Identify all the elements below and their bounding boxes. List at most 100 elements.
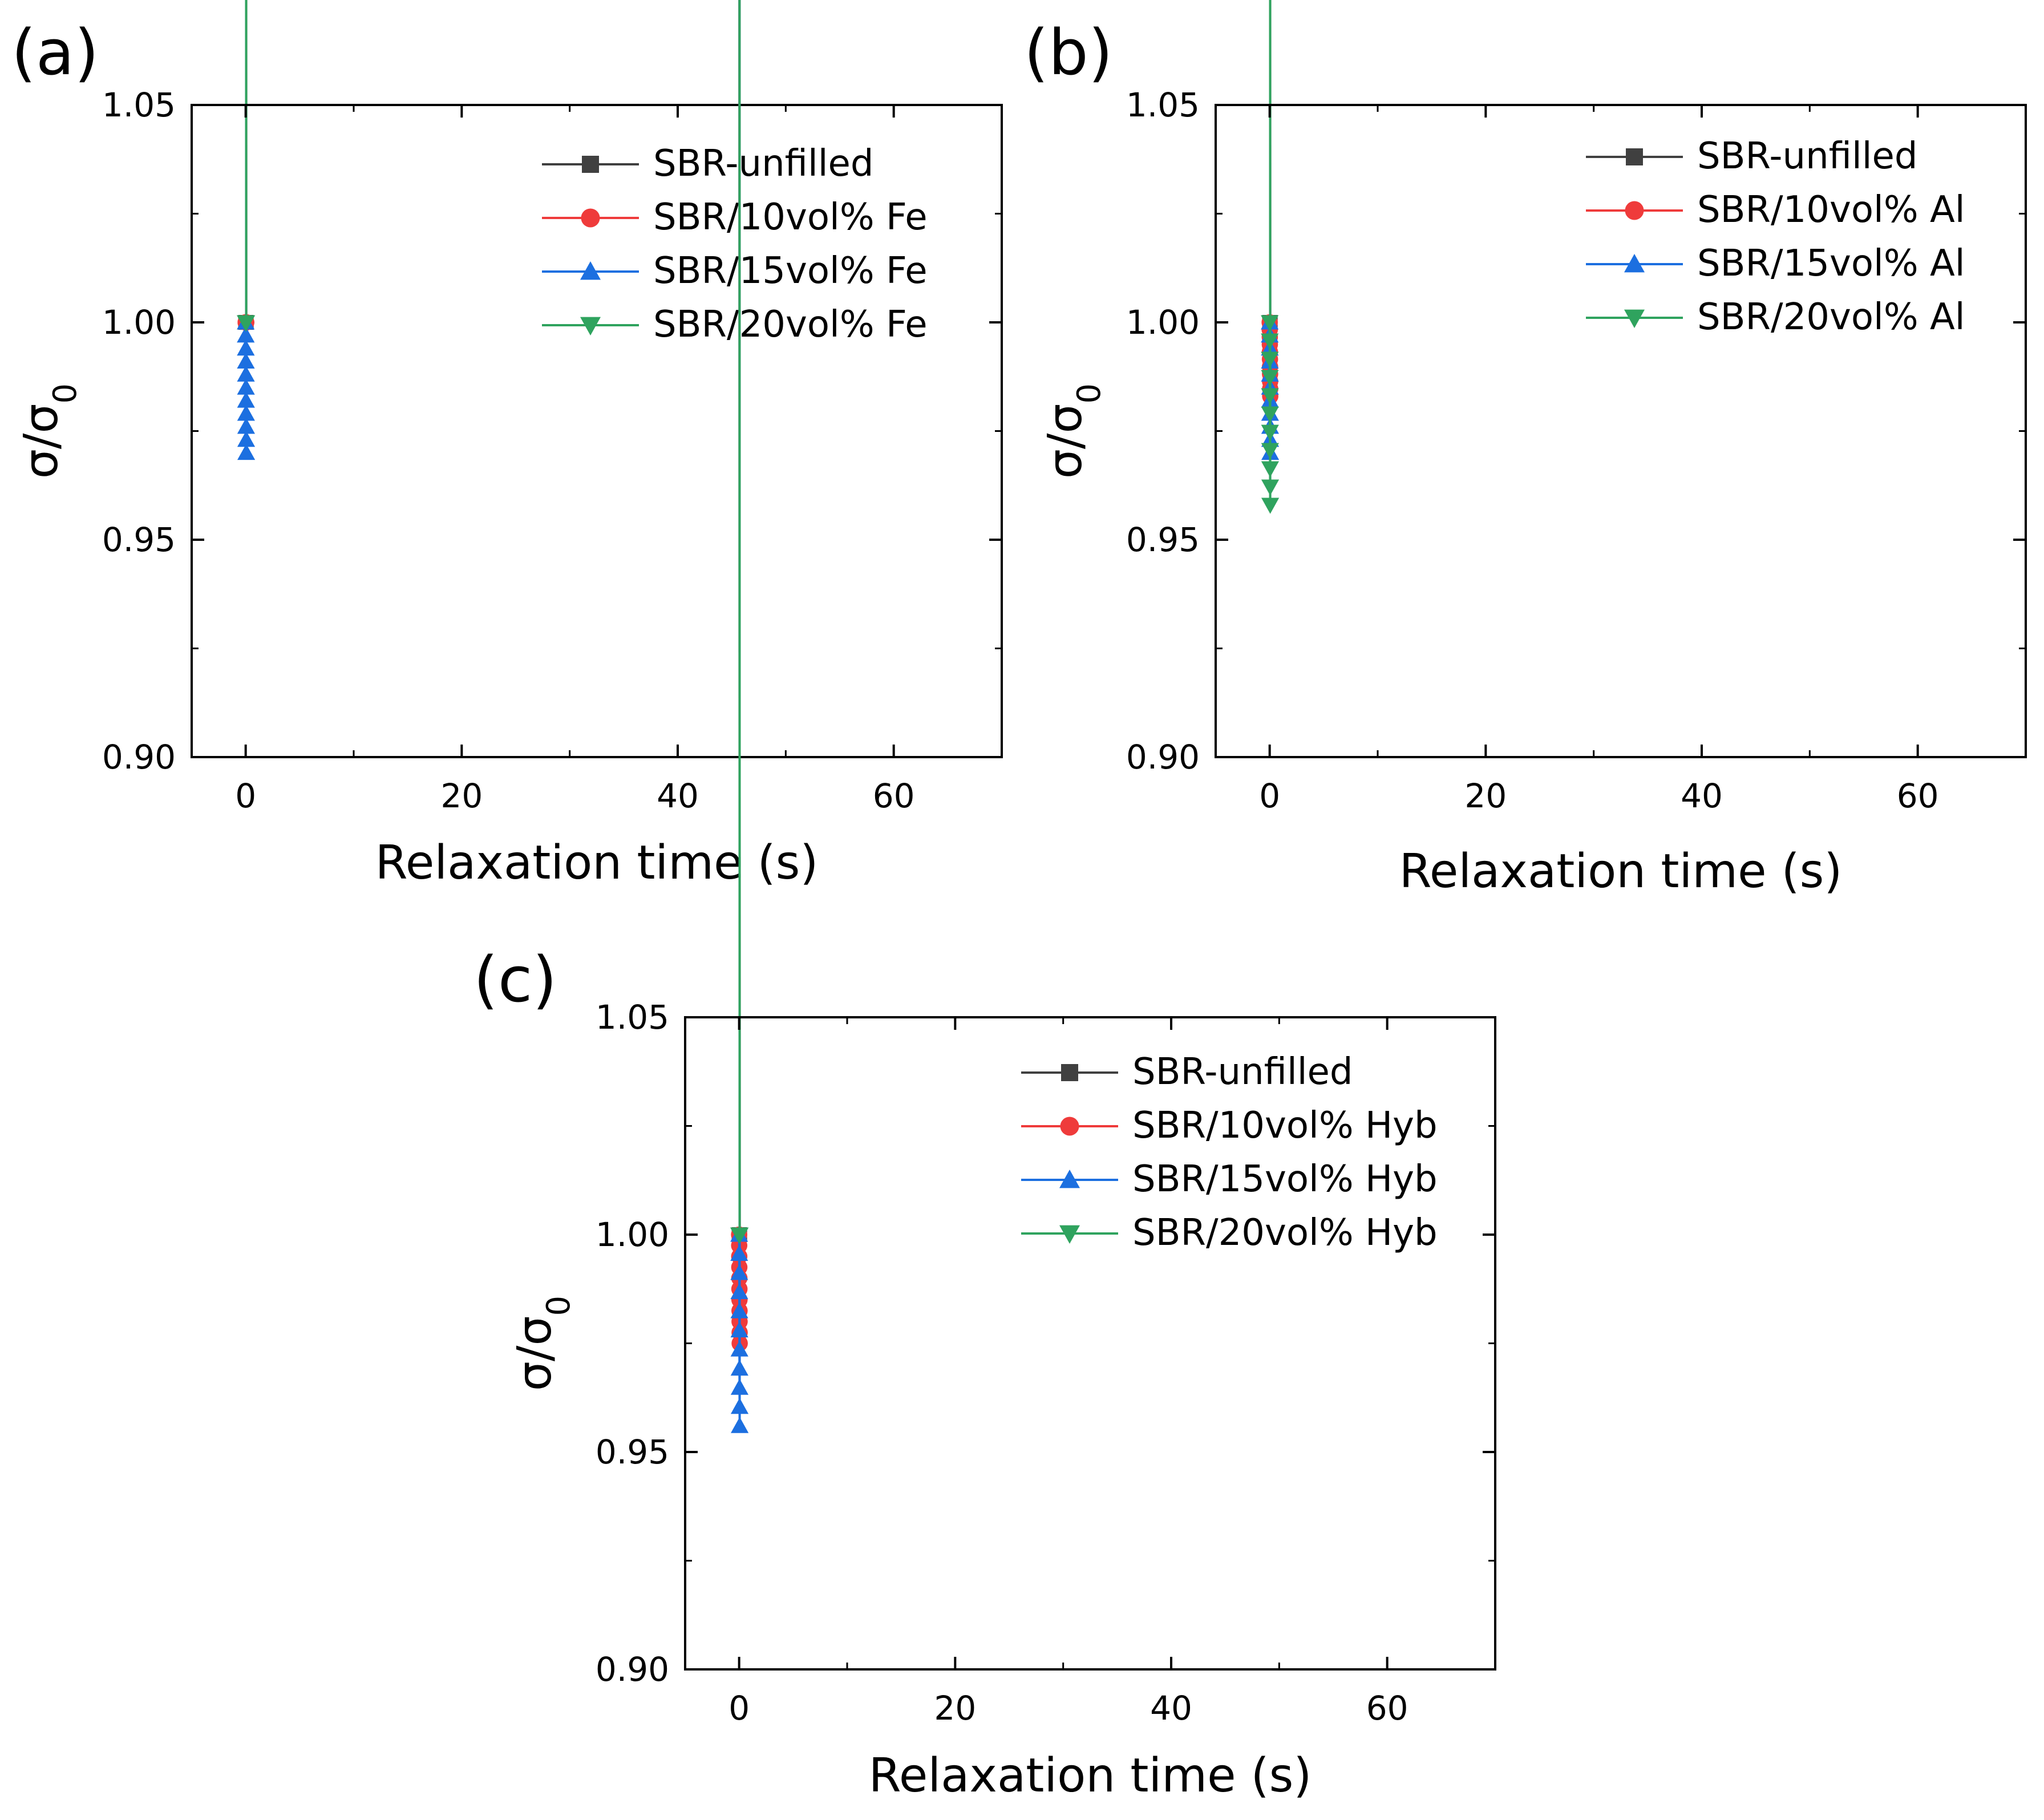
legend-item: SBR/10vol% Fe [542, 196, 928, 238]
legend-label: SBR/15vol% Fe [653, 250, 928, 292]
legend-item: SBR/15vol% Hyb [1021, 1158, 1438, 1200]
data-point [730, 1264, 748, 1280]
data-point [1261, 370, 1279, 386]
y-tick-label: 1.05 [596, 998, 669, 1037]
legend-label: SBR-unfilled [1132, 1051, 1353, 1093]
series-sbr-15vol-hyb [730, 0, 749, 1433]
x-tick-label: 0 [235, 776, 256, 815]
panel-label: (b) [1024, 16, 1113, 89]
plot-area [237, 0, 256, 460]
data-point [730, 1398, 749, 1414]
legend-label: SBR/10vol% Hyb [1132, 1105, 1438, 1147]
y-axis-label: σ/σ0 [1038, 383, 1108, 479]
legend-label: SBR/15vol% Hyb [1132, 1158, 1438, 1200]
x-tick-label: 40 [657, 776, 699, 815]
data-point [237, 326, 255, 343]
y-tick-label: 0.90 [102, 738, 176, 776]
data-point [1261, 443, 1279, 459]
data-point [1261, 461, 1280, 478]
chart-panel-c: (c) 0 20 40 60 0.90 0.95 1.00 1.05 Relaxation tim… [473, 0, 1496, 1803]
data-point [1261, 315, 1279, 331]
series-line [738, 0, 741, 1236]
series-sbr-20vol-hyb [730, 0, 749, 1244]
panel-label: (c) [473, 943, 557, 1016]
x-tick-label: 40 [1150, 1689, 1192, 1728]
legend-label: SBR/10vol% Al [1697, 189, 1965, 231]
legend-item: SBR/10vol% Hyb [1021, 1105, 1438, 1147]
legend-marker [580, 317, 601, 335]
legend-item: SBR-unfilled [542, 143, 874, 185]
y-tick-label: 1.00 [1126, 303, 1200, 342]
data-point [1261, 479, 1280, 496]
data-point [237, 378, 255, 395]
legend-marker [1059, 1225, 1080, 1244]
data-point [730, 1283, 748, 1300]
series-sbr-20vol-al [1261, 0, 1280, 514]
data-point [731, 1417, 749, 1433]
data-point [237, 405, 255, 421]
data-point [731, 1227, 749, 1244]
legend: SBR-unfilled SBR/10vol% Al SBR/15vol% Al SB… [1586, 135, 1965, 338]
x-tick-label: 60 [1366, 1689, 1408, 1728]
data-point [237, 418, 256, 434]
panel-label: (a) [11, 16, 99, 89]
y-axis-label: σ/σ0 [508, 1296, 577, 1391]
x-tick-label: 60 [1897, 776, 1939, 815]
legend-item: SBR/20vol% Fe [542, 304, 928, 346]
data-point [237, 431, 256, 447]
data-point [237, 339, 255, 356]
y-tick-label: 0.95 [1126, 520, 1200, 559]
legend-label: SBR/10vol% Fe [653, 196, 928, 238]
legend-marker [1061, 1064, 1078, 1081]
x-tick-label: 0 [728, 1689, 750, 1728]
legend-marker [1624, 309, 1645, 328]
y-axis-label: σ/σ0 [14, 383, 84, 479]
legend-marker [1624, 254, 1645, 273]
x-tick-label: 60 [873, 776, 915, 815]
data-point [1261, 351, 1279, 368]
data-point [1261, 406, 1279, 423]
data-point [237, 391, 255, 408]
data-point [237, 352, 255, 369]
x-tick-label: 20 [1464, 776, 1507, 815]
data-point [1261, 333, 1279, 350]
data-point [237, 444, 256, 460]
legend-item: SBR-unfilled [1586, 135, 1918, 177]
legend-item: SBR/15vol% Fe [542, 250, 928, 292]
legend: SBR-unfilled SBR/10vol% Hyb SBR/15vol% Hyb… [1021, 1051, 1438, 1254]
plot-area [730, 0, 749, 1433]
legend-label: SBR/20vol% Fe [653, 304, 928, 346]
x-tick-label: 0 [1259, 776, 1280, 815]
x-tick-label: 20 [440, 776, 483, 815]
chart-panel-b: (b) 0 20 40 60 0.90 0.95 1.00 1.05 Relaxation tim… [1024, 0, 2027, 899]
x-tick-label: 40 [1681, 776, 1723, 815]
legend-marker [1626, 148, 1643, 165]
legend-marker [1625, 201, 1644, 220]
data-point [730, 1244, 748, 1261]
x-axis-label: Relaxation time (s) [1399, 844, 1843, 899]
legend: SBR-unfilled SBR/10vol% Fe SBR/15vol% Fe SB… [542, 143, 928, 346]
data-point [730, 1340, 748, 1357]
legend-label: SBR/15vol% Al [1697, 242, 1965, 285]
y-tick-label: 0.90 [1126, 738, 1200, 776]
legend-label: SBR-unfilled [653, 143, 874, 185]
legend-marker [1060, 1117, 1079, 1136]
legend-item: SBR-unfilled [1021, 1051, 1353, 1093]
y-tick-label: 0.90 [596, 1650, 669, 1689]
legend-item: SBR/10vol% Al [1586, 189, 1965, 231]
y-tick-label: 0.95 [102, 520, 176, 559]
legend-item: SBR/20vol% Hyb [1021, 1212, 1438, 1254]
x-axis-label: Relaxation time (s) [375, 836, 819, 890]
data-point [237, 315, 256, 331]
legend-marker [581, 208, 600, 228]
data-point [730, 1378, 749, 1395]
legend-label: SBR/20vol% Hyb [1132, 1212, 1438, 1254]
legend-label: SBR/20vol% Al [1697, 296, 1965, 338]
chart-panel-a: (a) 0 20 40 60 0.90 0.95 1.00 1.05 Relaxation tim… [11, 0, 1003, 890]
data-point [1261, 388, 1279, 405]
series-sbr-15vol-fe [237, 0, 256, 460]
legend-marker [580, 261, 601, 280]
series-sbr-20vol-fe [237, 0, 256, 331]
y-tick-label: 1.00 [102, 303, 176, 342]
